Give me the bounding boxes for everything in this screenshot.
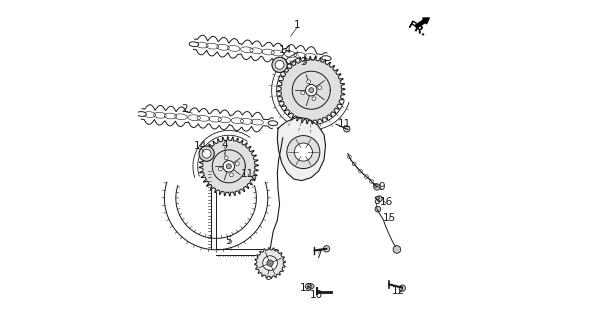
Circle shape	[318, 86, 322, 90]
Text: 14: 14	[194, 141, 207, 151]
Polygon shape	[255, 248, 286, 279]
Circle shape	[309, 88, 314, 93]
Text: 15: 15	[383, 213, 396, 223]
Text: 12: 12	[392, 286, 405, 296]
Polygon shape	[199, 137, 258, 196]
Polygon shape	[277, 117, 326, 180]
Text: 6: 6	[264, 272, 271, 282]
Circle shape	[312, 97, 316, 100]
Circle shape	[225, 156, 228, 160]
Circle shape	[235, 162, 239, 166]
Text: 4: 4	[222, 140, 228, 150]
Text: 1: 1	[293, 20, 301, 30]
Polygon shape	[194, 35, 327, 66]
Circle shape	[229, 173, 233, 177]
Polygon shape	[165, 182, 268, 250]
Circle shape	[287, 136, 320, 169]
Text: 8: 8	[373, 196, 380, 206]
Circle shape	[377, 196, 383, 202]
Ellipse shape	[137, 112, 146, 116]
Circle shape	[219, 167, 222, 171]
Circle shape	[199, 146, 214, 161]
Circle shape	[294, 143, 312, 161]
Text: 5: 5	[226, 236, 232, 246]
Circle shape	[275, 60, 284, 69]
Circle shape	[263, 256, 277, 270]
Text: 7: 7	[315, 250, 322, 260]
Circle shape	[307, 80, 311, 84]
Text: 3: 3	[300, 57, 307, 67]
Text: 10: 10	[310, 290, 323, 300]
Text: 14: 14	[279, 44, 292, 55]
Circle shape	[223, 161, 235, 172]
Circle shape	[323, 246, 330, 252]
Text: 11: 11	[337, 119, 350, 130]
Circle shape	[267, 260, 273, 266]
Text: FR.: FR.	[406, 20, 428, 38]
Circle shape	[375, 206, 381, 212]
Polygon shape	[277, 56, 345, 124]
Circle shape	[250, 175, 256, 180]
Ellipse shape	[189, 42, 198, 47]
Text: 16: 16	[380, 197, 393, 207]
Circle shape	[301, 91, 305, 95]
Circle shape	[305, 84, 317, 96]
Text: 2: 2	[181, 104, 188, 114]
Circle shape	[344, 126, 350, 132]
Ellipse shape	[308, 285, 312, 288]
Circle shape	[393, 246, 401, 253]
Ellipse shape	[268, 121, 277, 125]
FancyArrow shape	[415, 18, 429, 28]
Ellipse shape	[322, 56, 331, 60]
Polygon shape	[141, 105, 273, 132]
Circle shape	[226, 164, 231, 169]
Circle shape	[202, 149, 211, 158]
Text: 11: 11	[241, 169, 254, 179]
Circle shape	[399, 285, 406, 291]
Text: 9: 9	[379, 182, 386, 192]
Ellipse shape	[305, 284, 314, 289]
Text: 13: 13	[300, 284, 313, 293]
Circle shape	[272, 57, 287, 72]
Circle shape	[374, 184, 380, 190]
